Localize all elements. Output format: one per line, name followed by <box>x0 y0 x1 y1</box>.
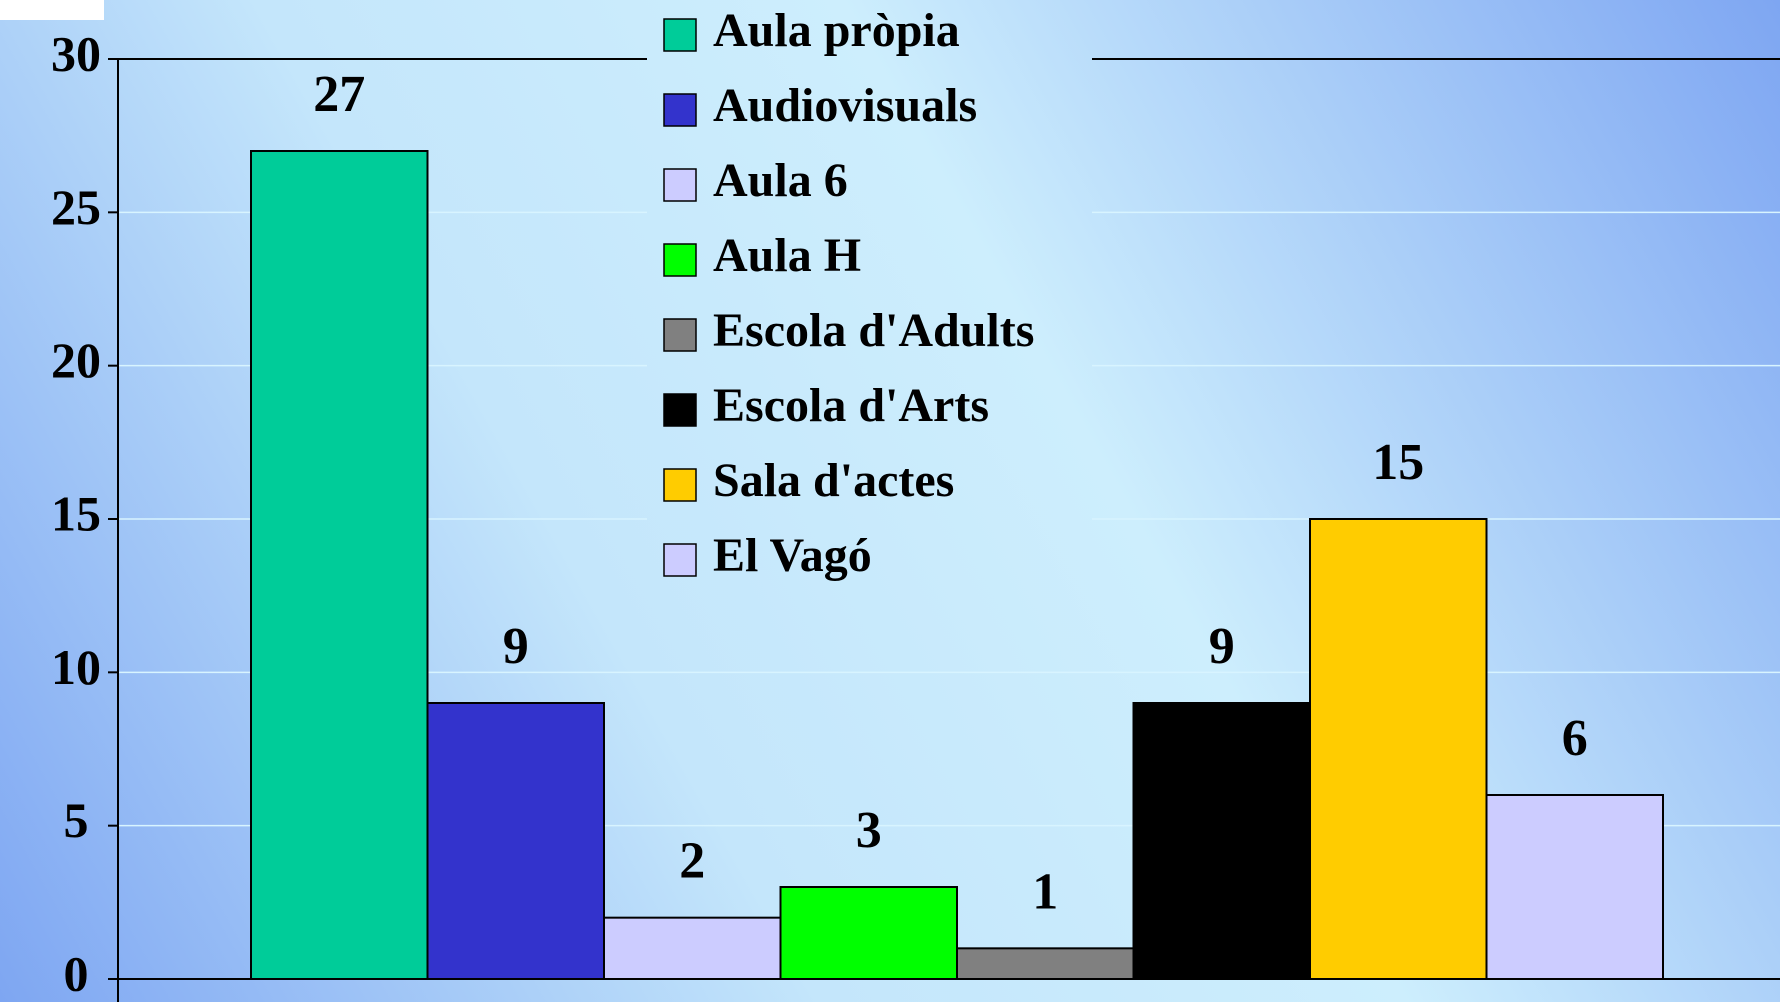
legend-swatch <box>663 18 697 52</box>
legend-swatch <box>663 243 697 277</box>
bar <box>779 886 958 980</box>
bar <box>426 702 605 980</box>
legend-swatch <box>663 468 697 502</box>
legend-label: Escola d'Arts <box>713 379 989 432</box>
y-tick-label: 30 <box>51 25 101 81</box>
value-label: 9 <box>503 618 529 675</box>
value-label: 9 <box>1209 618 1235 675</box>
bar <box>1132 702 1311 980</box>
legend-label: Sala d'actes <box>713 454 954 507</box>
bar <box>603 916 782 981</box>
legend-box <box>647 0 1092 590</box>
value-label: 3 <box>856 802 882 859</box>
y-tick-label: 5 <box>64 792 89 848</box>
bar <box>250 150 429 980</box>
legend-swatch <box>663 393 697 427</box>
bar <box>956 947 1135 980</box>
y-tick-label: 20 <box>51 332 101 388</box>
corner-patch <box>0 0 104 20</box>
legend-label: Aula 6 <box>713 154 848 207</box>
value-label: 15 <box>1372 434 1424 491</box>
legend-label: El Vagó <box>713 529 872 582</box>
bar <box>1309 518 1488 980</box>
y-tick-label: 25 <box>51 179 101 235</box>
y-tick-label: 10 <box>51 639 101 695</box>
legend-swatch <box>663 168 697 202</box>
y-tick-label: 0 <box>64 945 89 1001</box>
legend-swatch <box>663 93 697 127</box>
legend-label: Aula pròpia <box>713 4 960 57</box>
value-label: 2 <box>679 833 705 890</box>
legend-label: Audiovisuals <box>713 79 977 132</box>
legend-label: Escola d'Adults <box>713 304 1034 357</box>
legend-label: Aula H <box>713 229 861 282</box>
legend-swatch <box>663 318 697 352</box>
bar <box>1485 794 1664 980</box>
legend-swatch <box>663 543 697 577</box>
value-label: 6 <box>1562 710 1588 767</box>
value-label: 1 <box>1032 863 1058 920</box>
y-tick-label: 15 <box>51 485 101 541</box>
value-label: 27 <box>313 66 365 123</box>
